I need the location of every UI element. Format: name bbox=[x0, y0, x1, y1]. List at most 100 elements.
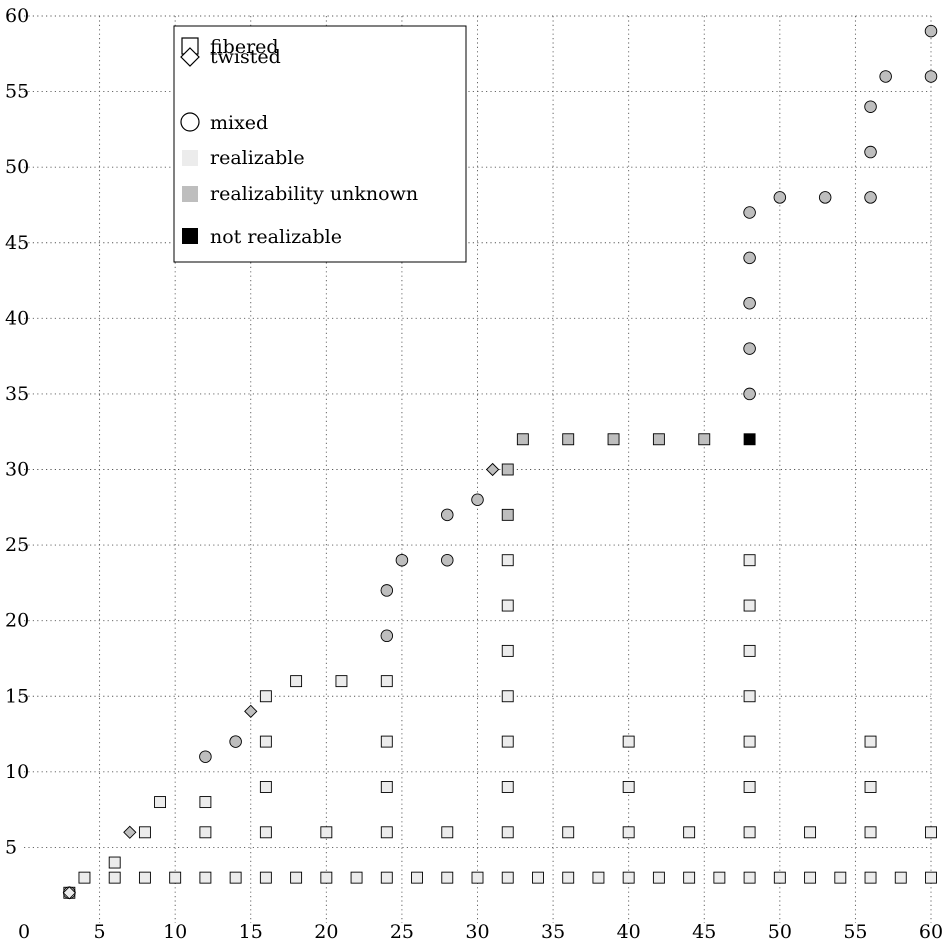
data-point-mixed bbox=[773, 191, 787, 204]
data-point-fibered bbox=[501, 690, 514, 703]
data-point-fibered bbox=[773, 871, 786, 884]
data-point-fibered bbox=[259, 826, 272, 839]
data-point-mixed bbox=[395, 553, 409, 567]
data-point-fibered bbox=[713, 871, 726, 884]
x-tick-label: 35 bbox=[541, 921, 565, 941]
legend-item-mixed: mixed bbox=[180, 112, 268, 134]
data-point-fibered bbox=[652, 433, 665, 446]
data-point-fibered bbox=[834, 871, 847, 884]
data-point-mixed bbox=[380, 584, 394, 597]
legend-swatch-not-realizable bbox=[182, 228, 198, 244]
data-point-fibered bbox=[501, 871, 514, 884]
data-point-fibered bbox=[516, 433, 529, 446]
data-point-fibered bbox=[698, 433, 711, 446]
data-point-fibered bbox=[743, 826, 756, 839]
y-tick-label: 60 bbox=[5, 5, 29, 27]
data-point-fibered bbox=[290, 871, 303, 884]
data-point-fibered bbox=[199, 796, 212, 809]
x-tick-label: 5 bbox=[94, 921, 106, 941]
data-point-fibered bbox=[320, 871, 333, 884]
legend-label-twisted: twisted bbox=[210, 46, 281, 68]
data-point-fibered bbox=[229, 871, 242, 884]
data-point-fibered bbox=[743, 554, 756, 567]
data-point-fibered bbox=[108, 856, 121, 869]
data-point-fibered bbox=[622, 826, 635, 839]
data-point-mixed bbox=[924, 24, 938, 38]
legend-swatch-unknown bbox=[182, 186, 198, 202]
data-point-fibered bbox=[804, 826, 817, 839]
data-point-mixed bbox=[924, 70, 938, 83]
legend-item-fibered: fibered bbox=[181, 36, 279, 58]
data-point-fibered bbox=[380, 781, 393, 793]
data-point-fibered bbox=[78, 871, 91, 884]
legend-label-realizable: realizable bbox=[210, 147, 305, 169]
x-tick-label: 45 bbox=[692, 921, 716, 941]
data-point-fibered bbox=[501, 735, 514, 748]
data-point-twisted bbox=[485, 462, 500, 477]
data-point-mixed bbox=[229, 735, 242, 748]
x-tick-label: 30 bbox=[465, 921, 489, 941]
data-point-fibered bbox=[864, 781, 877, 793]
data-point-fibered bbox=[350, 871, 363, 884]
data-point-mixed bbox=[441, 508, 454, 522]
legend-label-not-realizable: not realizable bbox=[210, 226, 342, 248]
y-tick-label: 5 bbox=[5, 836, 17, 858]
legend-item-realizability-unknown: realizability unknown bbox=[182, 183, 418, 205]
legend-box bbox=[173, 25, 467, 263]
data-point-mixed bbox=[864, 145, 877, 159]
data-point-fibered bbox=[607, 433, 620, 446]
data-point-fibered bbox=[864, 871, 877, 884]
data-point-fibered bbox=[864, 735, 877, 748]
data-point-fibered bbox=[138, 826, 151, 839]
data-point-fibered bbox=[169, 871, 182, 884]
data-point-mixed bbox=[380, 629, 394, 643]
data-point-fibered bbox=[501, 463, 514, 476]
data-point-fibered bbox=[138, 871, 151, 884]
x-tick-label: 55 bbox=[843, 921, 867, 941]
x-tick-label: 40 bbox=[617, 921, 641, 941]
legend-diamond-marker bbox=[180, 47, 200, 67]
data-point-mixed bbox=[441, 553, 454, 567]
data-point-fibered bbox=[683, 871, 696, 884]
y-tick-label: 30 bbox=[5, 459, 29, 481]
data-point-fibered bbox=[743, 644, 756, 657]
data-point-fibered bbox=[380, 735, 393, 748]
data-point-mixed bbox=[818, 191, 832, 204]
data-point-fibered bbox=[562, 871, 575, 884]
data-point-fibered bbox=[501, 508, 514, 521]
data-point-fibered bbox=[804, 871, 817, 884]
tick-labels: 0 5 10 15 20 25 30 35 40 45 50 55 60 5 10 15 20 25 30 35 40 4… bbox=[5, 5, 943, 941]
x-tick-label: 0 bbox=[18, 921, 30, 941]
data-point-fibered bbox=[743, 871, 756, 884]
legend-label-realizability-unknown: realizability unknown bbox=[210, 183, 418, 205]
data-point-mixed bbox=[743, 251, 756, 265]
data-point-mixed bbox=[879, 70, 892, 83]
data-point-fibered bbox=[652, 871, 665, 884]
legend-circle-marker bbox=[180, 112, 200, 132]
data-point-fibered bbox=[683, 826, 696, 839]
grid bbox=[24, 15, 932, 923]
data-point-fibered bbox=[199, 871, 212, 884]
data-point-fibered bbox=[532, 871, 544, 884]
data-point-fibered bbox=[622, 781, 635, 793]
y-tick-label: 15 bbox=[5, 685, 29, 707]
data-point-fibered bbox=[501, 554, 514, 567]
data-point-fibered bbox=[441, 871, 454, 884]
data-point-fibered bbox=[743, 433, 756, 446]
data-point-mixed bbox=[864, 100, 877, 113]
y-tick-label: 55 bbox=[5, 81, 29, 103]
legend-item-realizable: realizable bbox=[182, 147, 305, 169]
data-point-mixed bbox=[743, 387, 756, 401]
legend-label-mixed: mixed bbox=[210, 112, 268, 134]
data-point-fibered bbox=[335, 675, 348, 688]
data-point-fibered bbox=[380, 871, 393, 884]
data-point-mixed bbox=[864, 191, 877, 204]
data-point-fibered bbox=[622, 871, 635, 884]
data-point-fibered bbox=[592, 871, 605, 884]
data-point-fibered bbox=[471, 871, 484, 884]
data-point-fibered bbox=[562, 433, 575, 446]
data-point-mixed bbox=[743, 342, 756, 355]
data-point-fibered bbox=[320, 826, 333, 839]
y-tick-label: 20 bbox=[5, 610, 29, 632]
data-point-fibered bbox=[894, 871, 907, 884]
